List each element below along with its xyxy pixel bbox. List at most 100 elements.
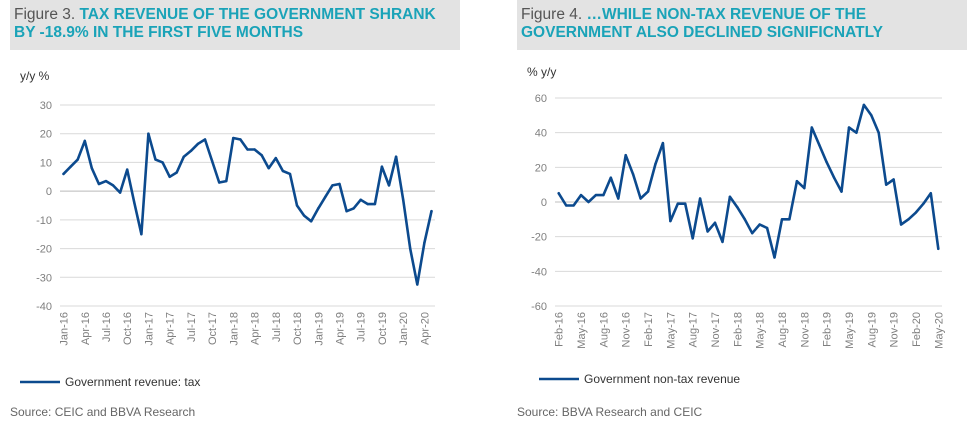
data-point <box>914 211 918 214</box>
data-point <box>713 221 717 224</box>
data-point <box>579 193 583 197</box>
data-point <box>267 166 270 170</box>
x-tick-label: Aug-17 <box>688 312 700 347</box>
data-point <box>557 192 560 195</box>
x-tick-label: Feb-18 <box>732 312 744 347</box>
x-tick-label: May-18 <box>755 312 767 349</box>
data-point <box>907 218 910 221</box>
data-point <box>416 283 419 286</box>
x-tick-label: Apr-20 <box>419 312 431 345</box>
x-tick-label: May-19 <box>844 312 856 349</box>
x-tick-label: Oct-17 <box>207 312 219 345</box>
data-point <box>661 141 665 145</box>
y-tick-label: 10 <box>40 157 52 169</box>
data-point <box>76 158 79 161</box>
data-point <box>825 160 828 164</box>
x-tick-label: Feb-17 <box>643 312 655 347</box>
x-tick-label: May-20 <box>933 312 945 349</box>
x-tick-label: Oct-16 <box>122 312 134 345</box>
data-point <box>309 220 313 223</box>
x-tick-label: Apr-19 <box>334 312 346 345</box>
right-chart-panel: Figure 4. …WHILE NON-TAX REVENUE OF THE … <box>517 0 967 432</box>
data-point <box>133 201 136 204</box>
x-tick-label: May-16 <box>576 312 588 349</box>
data-point <box>126 168 129 171</box>
data-point <box>409 247 412 250</box>
data-point <box>239 138 242 141</box>
data-point <box>83 139 86 143</box>
data-point <box>706 230 709 233</box>
left-title-box: Figure 3. TAX REVENUE OF THE GOVERNMENT … <box>10 0 460 50</box>
data-point <box>646 190 650 193</box>
data-point <box>104 179 108 183</box>
x-tick-label: Jul-17 <box>186 312 198 342</box>
data-point <box>572 204 575 207</box>
data-point <box>899 223 903 226</box>
y-tick-label: 30 <box>40 100 52 112</box>
y-tick-label: -60 <box>531 301 547 313</box>
data-point <box>380 165 384 168</box>
data-point <box>423 241 426 245</box>
data-point <box>602 193 605 197</box>
data-point <box>210 159 214 163</box>
x-tick-label: Aug-16 <box>598 312 610 347</box>
y-tick-label: -40 <box>36 301 52 313</box>
x-tick-label: Aug-19 <box>866 312 878 347</box>
data-point <box>877 131 880 134</box>
data-point <box>855 131 858 134</box>
data-point <box>773 256 776 259</box>
data-point <box>140 233 143 236</box>
x-tick-label: Jul-18 <box>271 312 283 342</box>
y-tick-label: -20 <box>36 244 52 256</box>
x-tick-label: Jan-20 <box>398 312 410 346</box>
y-tick-label: 0 <box>541 197 547 209</box>
series-line <box>557 103 940 259</box>
data-point <box>609 176 613 179</box>
series-line <box>62 132 433 286</box>
data-point <box>161 161 164 164</box>
data-point <box>366 202 369 206</box>
data-point <box>847 126 851 129</box>
y-tick-label: -40 <box>531 266 547 278</box>
data-point <box>765 226 769 230</box>
left-figure-label: Figure 3. <box>14 6 76 23</box>
data-point <box>118 191 122 194</box>
data-point <box>639 197 642 200</box>
y-tick-label: -10 <box>36 215 52 227</box>
x-tick-label: May-17 <box>665 312 677 349</box>
data-point <box>90 166 94 170</box>
x-tick-label: Jan-17 <box>143 312 155 346</box>
x-tick-label: Jul-19 <box>356 312 368 342</box>
data-point <box>352 207 355 210</box>
data-point <box>147 132 150 135</box>
right-source: Source: BBVA Research and CEIC <box>517 405 703 419</box>
x-tick-label: Jan-18 <box>228 312 240 346</box>
data-point <box>253 148 256 151</box>
data-point <box>587 200 590 204</box>
y-tick-label: -20 <box>531 232 547 244</box>
left-chart-panel: Figure 3. TAX REVENUE OF THE GOVERNMENT … <box>10 0 460 432</box>
x-tick-label: Feb-16 <box>554 312 566 347</box>
data-point <box>246 148 249 151</box>
data-point <box>758 223 761 226</box>
data-point <box>669 219 672 223</box>
x-tick-label: Feb-20 <box>911 312 923 347</box>
data-point <box>154 158 157 161</box>
x-tick-label: Nov-16 <box>621 312 633 347</box>
data-point <box>394 155 398 158</box>
data-point <box>331 184 334 187</box>
data-point <box>818 143 821 146</box>
data-point <box>736 206 739 209</box>
x-tick-label: Apr-18 <box>250 312 262 345</box>
data-point <box>929 192 933 195</box>
data-point <box>832 176 836 179</box>
data-point <box>430 210 433 213</box>
data-point <box>168 175 171 178</box>
right-figure-label: Figure 4. <box>521 6 583 23</box>
data-point <box>617 197 620 200</box>
data-point <box>884 183 888 186</box>
tax-revenue-chart: y/y % Government revenue: tax -40 -30 -20 -… <box>20 69 435 389</box>
data-point <box>892 178 895 181</box>
left-unit-label: y/y % <box>20 69 50 83</box>
data-point <box>840 190 843 193</box>
